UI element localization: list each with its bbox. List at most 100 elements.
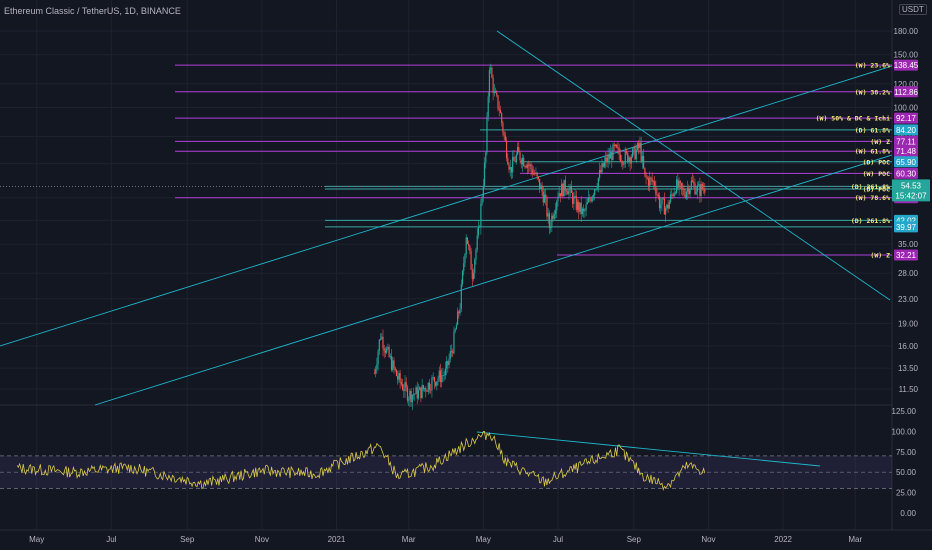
candle-body [628, 157, 630, 163]
candle-body [546, 197, 548, 217]
candle-body [640, 142, 642, 162]
candle-body [469, 245, 471, 252]
candle-body [417, 390, 420, 399]
candle-body [382, 336, 384, 349]
candle-body [665, 208, 667, 215]
x-tick-label: 2021 [328, 535, 346, 544]
candle-body [551, 215, 553, 228]
candle-body [383, 348, 385, 351]
candle-body [531, 169, 533, 175]
candle-body [558, 193, 560, 197]
candle-body [563, 179, 565, 197]
candle-body [501, 112, 503, 123]
candle-body [687, 187, 689, 192]
y-tick-label: 19.00 [898, 320, 919, 329]
time-axis[interactable]: May Jul Sep Nov 2021 Mar May Jul Sep Nov 2022 Mar [29, 535, 862, 544]
candle-body [646, 177, 648, 179]
candle-body [512, 156, 514, 173]
candle-body [565, 190, 568, 192]
candle-body [398, 373, 400, 380]
price-tag-text: 138.45 [894, 61, 919, 70]
level-label: (D) POC [863, 158, 890, 166]
candle-body [529, 164, 531, 166]
candle-body [376, 364, 378, 370]
candle-body [410, 390, 412, 403]
candle-body [481, 197, 483, 204]
candle-body [434, 382, 437, 386]
candle-body [474, 259, 476, 273]
candle-body [386, 348, 388, 353]
y-tick-label: 13.50 [898, 364, 919, 373]
candle-body [476, 235, 478, 250]
symbol-title[interactable]: Ethereum Classic / TetherUS, 1D, BINANCE [4, 6, 181, 16]
candle-body [459, 308, 461, 314]
candle-body [630, 157, 632, 164]
candle-body [409, 390, 411, 400]
candle-body [624, 151, 626, 164]
candle-body [567, 191, 569, 195]
candle-body [627, 152, 629, 163]
x-tick-label: Jul [553, 535, 563, 544]
candle-body [620, 161, 623, 163]
candle-body [609, 152, 612, 159]
candle-body [408, 399, 410, 401]
candle-body [645, 174, 647, 178]
candle-body [377, 351, 379, 365]
candle-body [691, 180, 694, 182]
candle-body [381, 336, 383, 339]
candle-body [685, 191, 688, 198]
candle-body [421, 385, 423, 399]
candle-body [634, 146, 636, 160]
candle-body [526, 164, 528, 168]
candle-body [449, 351, 451, 359]
candle-body [503, 132, 505, 136]
candle-body [619, 154, 621, 162]
candle-body [540, 185, 542, 190]
candle-body [576, 201, 579, 210]
candle-body [655, 186, 657, 195]
price-tag-text: 32.21 [896, 251, 917, 260]
candle-body [554, 210, 557, 214]
candle-body [532, 172, 535, 175]
rsi-axis[interactable]: 125.00 100.00 75.00 50.00 25.00 0.00 [892, 407, 917, 518]
candle-body [578, 201, 580, 212]
candle-body [536, 172, 538, 177]
candle-body [460, 284, 462, 309]
candle-body [406, 387, 409, 401]
candle-body [523, 157, 525, 166]
candle-body [521, 157, 524, 165]
candle-body [507, 157, 509, 165]
candle-body [654, 181, 656, 187]
candle-body [643, 155, 645, 168]
candle-body [611, 152, 613, 161]
candle-body [671, 194, 673, 196]
trendline [476, 431, 821, 467]
candle-body [586, 202, 588, 205]
x-tick-label: Jul [106, 535, 116, 544]
current-price-tag-bg [892, 179, 930, 202]
candle-body [668, 202, 670, 209]
candle-body [672, 194, 674, 197]
panes [0, 0, 932, 531]
level-label: (D) POC [863, 186, 890, 194]
candle-body [598, 169, 601, 178]
candle-body [388, 347, 390, 357]
price-tag-text: 60.30 [896, 169, 917, 178]
candle-body [662, 198, 664, 200]
candle-body [393, 360, 395, 368]
candle-body [669, 194, 672, 203]
candle-body [461, 271, 464, 285]
currency-badge[interactable]: USDT [899, 4, 927, 15]
candle-body [590, 199, 592, 202]
candle-body [683, 188, 685, 195]
candle-body [422, 385, 424, 390]
candle-body [559, 193, 562, 197]
candle-body [414, 393, 416, 395]
candle-body [657, 194, 659, 197]
candle-body [508, 164, 510, 170]
candle-body [444, 368, 446, 376]
candle-body [394, 367, 396, 370]
candle-body [375, 369, 377, 374]
candle-body [650, 177, 652, 179]
